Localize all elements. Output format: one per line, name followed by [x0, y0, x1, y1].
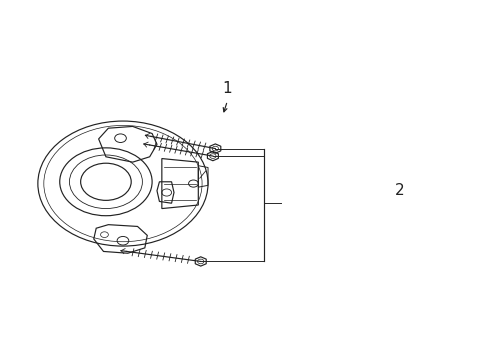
Text: 2: 2 [394, 183, 404, 198]
Text: 1: 1 [222, 81, 232, 96]
